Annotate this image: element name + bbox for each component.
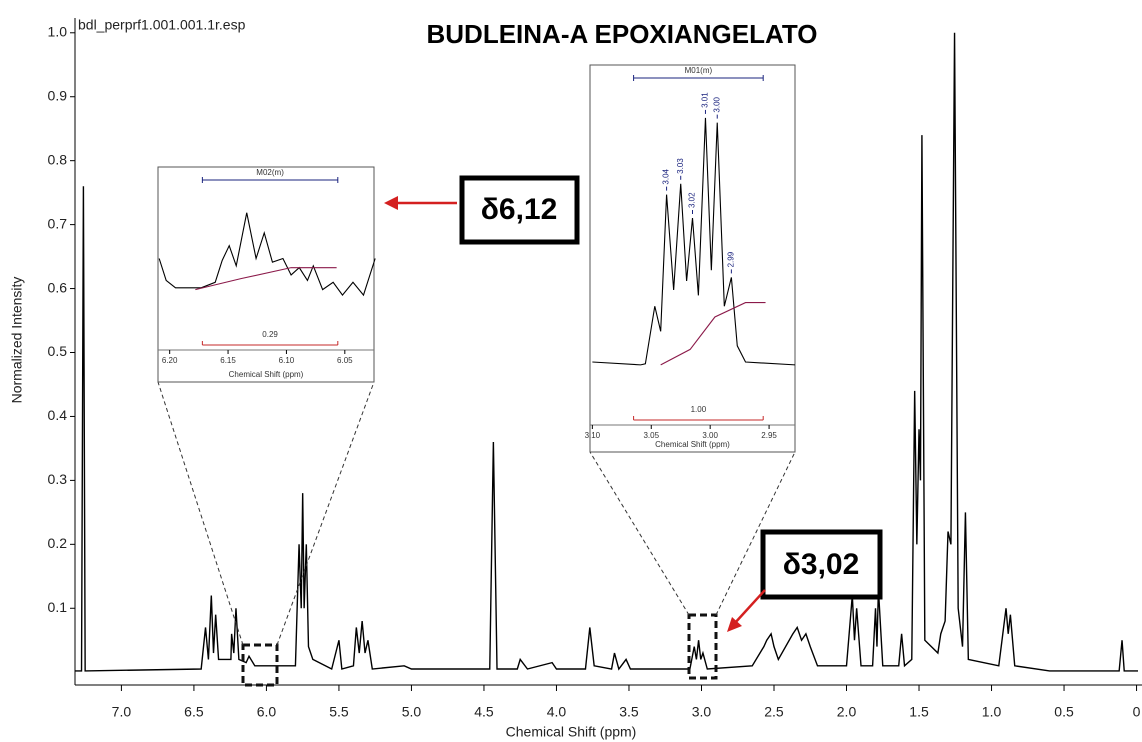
- x-tick-label: 6.0: [257, 704, 277, 720]
- x-tick-label: 4.5: [474, 704, 494, 720]
- y-tick-label: 0.6: [48, 279, 68, 295]
- x-tick-label: 7.0: [112, 704, 132, 720]
- zoom-connector: [589, 451, 690, 616]
- y-tick-label: 0.7: [48, 215, 68, 231]
- x-tick-label: 6.05: [337, 356, 353, 365]
- y-tick-label: 0.3: [48, 471, 68, 487]
- y-tick-label: 0.4: [48, 407, 68, 423]
- arrow: [733, 589, 766, 625]
- x-tick-label: 1.0: [982, 704, 1002, 720]
- integral-label: 0.29: [262, 330, 278, 339]
- x-tick-label: 2.0: [837, 704, 857, 720]
- peak-label: 3.04: [662, 168, 671, 184]
- y-tick-label: 0.8: [48, 151, 68, 167]
- inset-x-axis-label: Chemical Shift (ppm): [229, 370, 304, 379]
- x-tick-label: 0.5: [1054, 704, 1074, 720]
- inset-frame: [157, 166, 375, 383]
- x-axis-label: Chemical Shift (ppm): [506, 724, 637, 740]
- arrow-head: [727, 617, 742, 632]
- peak-label: 3.02: [688, 192, 697, 208]
- annotations: δ6,12 δ3,02: [384, 175, 883, 632]
- zoom-connector: [715, 451, 796, 616]
- x-tick-label: 3.5: [619, 704, 639, 720]
- multiplet-label: M01(m): [685, 66, 713, 75]
- inset-frame: [589, 64, 796, 453]
- spectrum-line: [75, 32, 1138, 672]
- y-tick-label: 0.2: [48, 535, 68, 551]
- annotation: δ6,12: [481, 193, 558, 226]
- x-tick-label: 3.0: [692, 704, 712, 720]
- peak-label: 3.03: [676, 158, 685, 174]
- y-tick-label: 0.1: [48, 599, 68, 615]
- x-tick-label: 0: [1133, 704, 1141, 720]
- spectrum-line: [660, 302, 766, 366]
- arrow-head: [384, 196, 398, 210]
- x-tick-label: 6.5: [184, 704, 204, 720]
- spectrum-line: [592, 117, 796, 366]
- annotation: δ3,02: [783, 548, 860, 581]
- x-tick-label: 6.15: [220, 356, 236, 365]
- peak-label: 2.99: [726, 251, 735, 267]
- x-tick-label: 3.10: [585, 431, 601, 440]
- peak-label: 3.01: [701, 92, 710, 108]
- chart-title: BUDLEINA-A EPOXIANGELATO: [427, 19, 818, 49]
- zoom-box: [687, 613, 718, 680]
- zoom-box: [241, 643, 279, 687]
- y-tick-label: 1.0: [48, 23, 68, 39]
- x-tick-label: 4.0: [547, 704, 567, 720]
- insets: Chemical Shift (ppm) 6.20 6.15 6.10 6.05 M02(…: [157, 64, 796, 453]
- annotation-box: [760, 529, 883, 600]
- peak-label: 3.00: [712, 96, 721, 112]
- x-tick-label: 3.00: [702, 431, 718, 440]
- integral-label: 1.00: [691, 405, 707, 414]
- spectrum-line: [158, 212, 376, 297]
- x-tick-label: 5.0: [402, 704, 422, 720]
- x-tick-label: 6.20: [162, 356, 178, 365]
- x-tick-label: 1.5: [909, 704, 929, 720]
- annotation-box: [459, 175, 580, 245]
- inset-x-axis-label: Chemical Shift (ppm): [655, 440, 730, 449]
- zoom-connector: [276, 381, 375, 646]
- y-axis-label: Normalized Intensity: [9, 277, 25, 404]
- y-tick-label: 0.5: [48, 343, 68, 359]
- spectrum-line: [195, 267, 337, 291]
- x-tick-label: 3.05: [643, 431, 659, 440]
- file-label: bdl_perprf1.001.001.1r.esp: [78, 17, 246, 33]
- x-tick-label: 2.95: [761, 431, 777, 440]
- x-tick-label: 5.5: [329, 704, 349, 720]
- x-tick-label: 6.10: [279, 356, 295, 365]
- multiplet-label: M02(m): [256, 168, 284, 177]
- x-tick-label: 2.5: [764, 704, 784, 720]
- y-tick-label: 0.9: [48, 87, 68, 103]
